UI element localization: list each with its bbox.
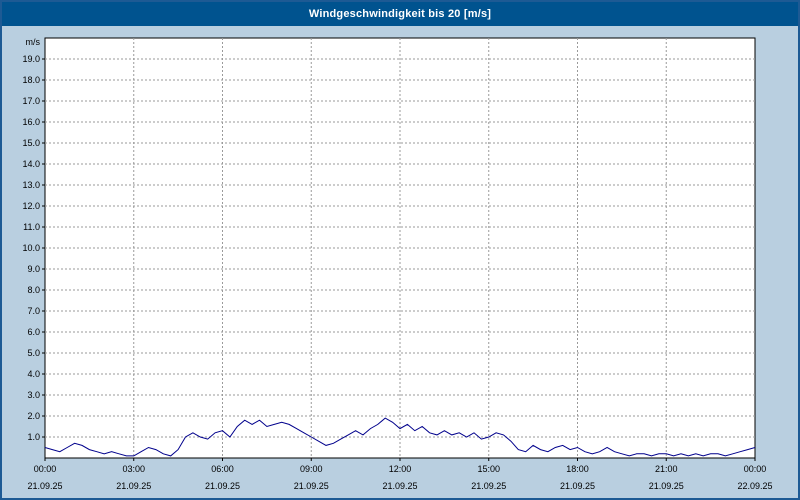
x-axis-time-label: 00:00 <box>34 464 57 474</box>
wind-speed-data-line <box>44 417 756 457</box>
x-axis-time-label: 06:00 <box>211 464 234 474</box>
y-axis-tick-label: 10.0 <box>22 243 40 253</box>
x-axis-date-label: 21.09.25 <box>27 481 62 491</box>
y-axis-tick-label: 12.0 <box>22 201 40 211</box>
x-axis-date-label: 21.09.25 <box>205 481 240 491</box>
y-axis-tick-label: 1.0 <box>27 432 40 442</box>
x-axis-date-label: 21.09.25 <box>471 481 506 491</box>
y-axis-tick-label: 15.0 <box>22 138 40 148</box>
y-axis-tick-label: 11.0 <box>23 222 40 232</box>
y-axis-tick-label: 9.0 <box>27 264 40 274</box>
x-axis-time-label: 09:00 <box>300 464 323 474</box>
chart-title: Windgeschwindigkeit bis 20 [m/s] <box>308 8 492 20</box>
y-axis-tick-label: 7.0 <box>27 306 40 316</box>
chart-title-bar: Windgeschwindigkeit bis 20 [m/s] <box>2 2 798 26</box>
y-axis-tick-label: 18.0 <box>22 75 40 85</box>
y-axis-tick-label: 16.0 <box>22 117 40 127</box>
y-axis-tick-label: 17.0 <box>22 96 40 106</box>
x-axis-time-label: 12:00 <box>389 464 412 474</box>
y-axis-tick-label: 13.0 <box>22 180 40 190</box>
x-axis-date-label: 21.09.25 <box>116 481 151 491</box>
x-axis-time-label: 15:00 <box>477 464 500 474</box>
y-axis-tick-label: 5.0 <box>27 348 40 358</box>
x-axis-time-label: 21:00 <box>655 464 678 474</box>
y-axis-tick-label: 4.0 <box>27 369 40 379</box>
y-axis-tick-label: 8.0 <box>27 285 40 295</box>
x-axis-time-label: 18:00 <box>566 464 589 474</box>
x-axis-date-label: 21.09.25 <box>294 481 329 491</box>
y-axis-tick-label: 19.0 <box>22 54 40 64</box>
y-axis-tick-label: 2.0 <box>27 411 40 421</box>
y-axis-unit-label: m/s <box>26 37 41 47</box>
y-axis-tick-label: 3.0 <box>27 390 40 400</box>
x-axis-date-label: 21.09.25 <box>649 481 684 491</box>
x-axis-time-label: 03:00 <box>122 464 145 474</box>
x-axis-time-label: 00:00 <box>744 464 767 474</box>
y-axis-tick-label: 14.0 <box>22 159 40 169</box>
x-axis-date-label: 21.09.25 <box>560 481 595 491</box>
y-axis-tick-label: 6.0 <box>27 327 40 337</box>
wind-speed-chart: 1.0 2.0 3.0 4.0 5.0 6.0 7.0 8.0 9.0 10.0 11.0 12.0 1… <box>22 37 772 491</box>
x-axis-date-label: 22.09.25 <box>737 481 772 491</box>
x-axis-date-label: 21.09.25 <box>382 481 417 491</box>
